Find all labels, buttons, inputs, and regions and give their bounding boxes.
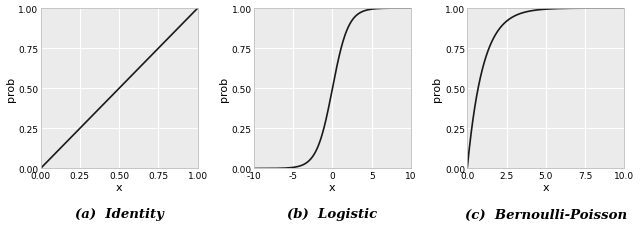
X-axis label: x: x [329,182,336,192]
X-axis label: x: x [543,182,549,192]
Text: (b)  Logistic: (b) Logistic [287,207,378,220]
X-axis label: x: x [116,182,122,192]
Y-axis label: prob: prob [432,76,442,101]
Text: (a)  Identity: (a) Identity [75,207,164,220]
Y-axis label: prob: prob [6,76,15,101]
Y-axis label: prob: prob [219,76,229,101]
Text: (c)  Bernoulli-Poisson: (c) Bernoulli-Poisson [465,207,627,220]
